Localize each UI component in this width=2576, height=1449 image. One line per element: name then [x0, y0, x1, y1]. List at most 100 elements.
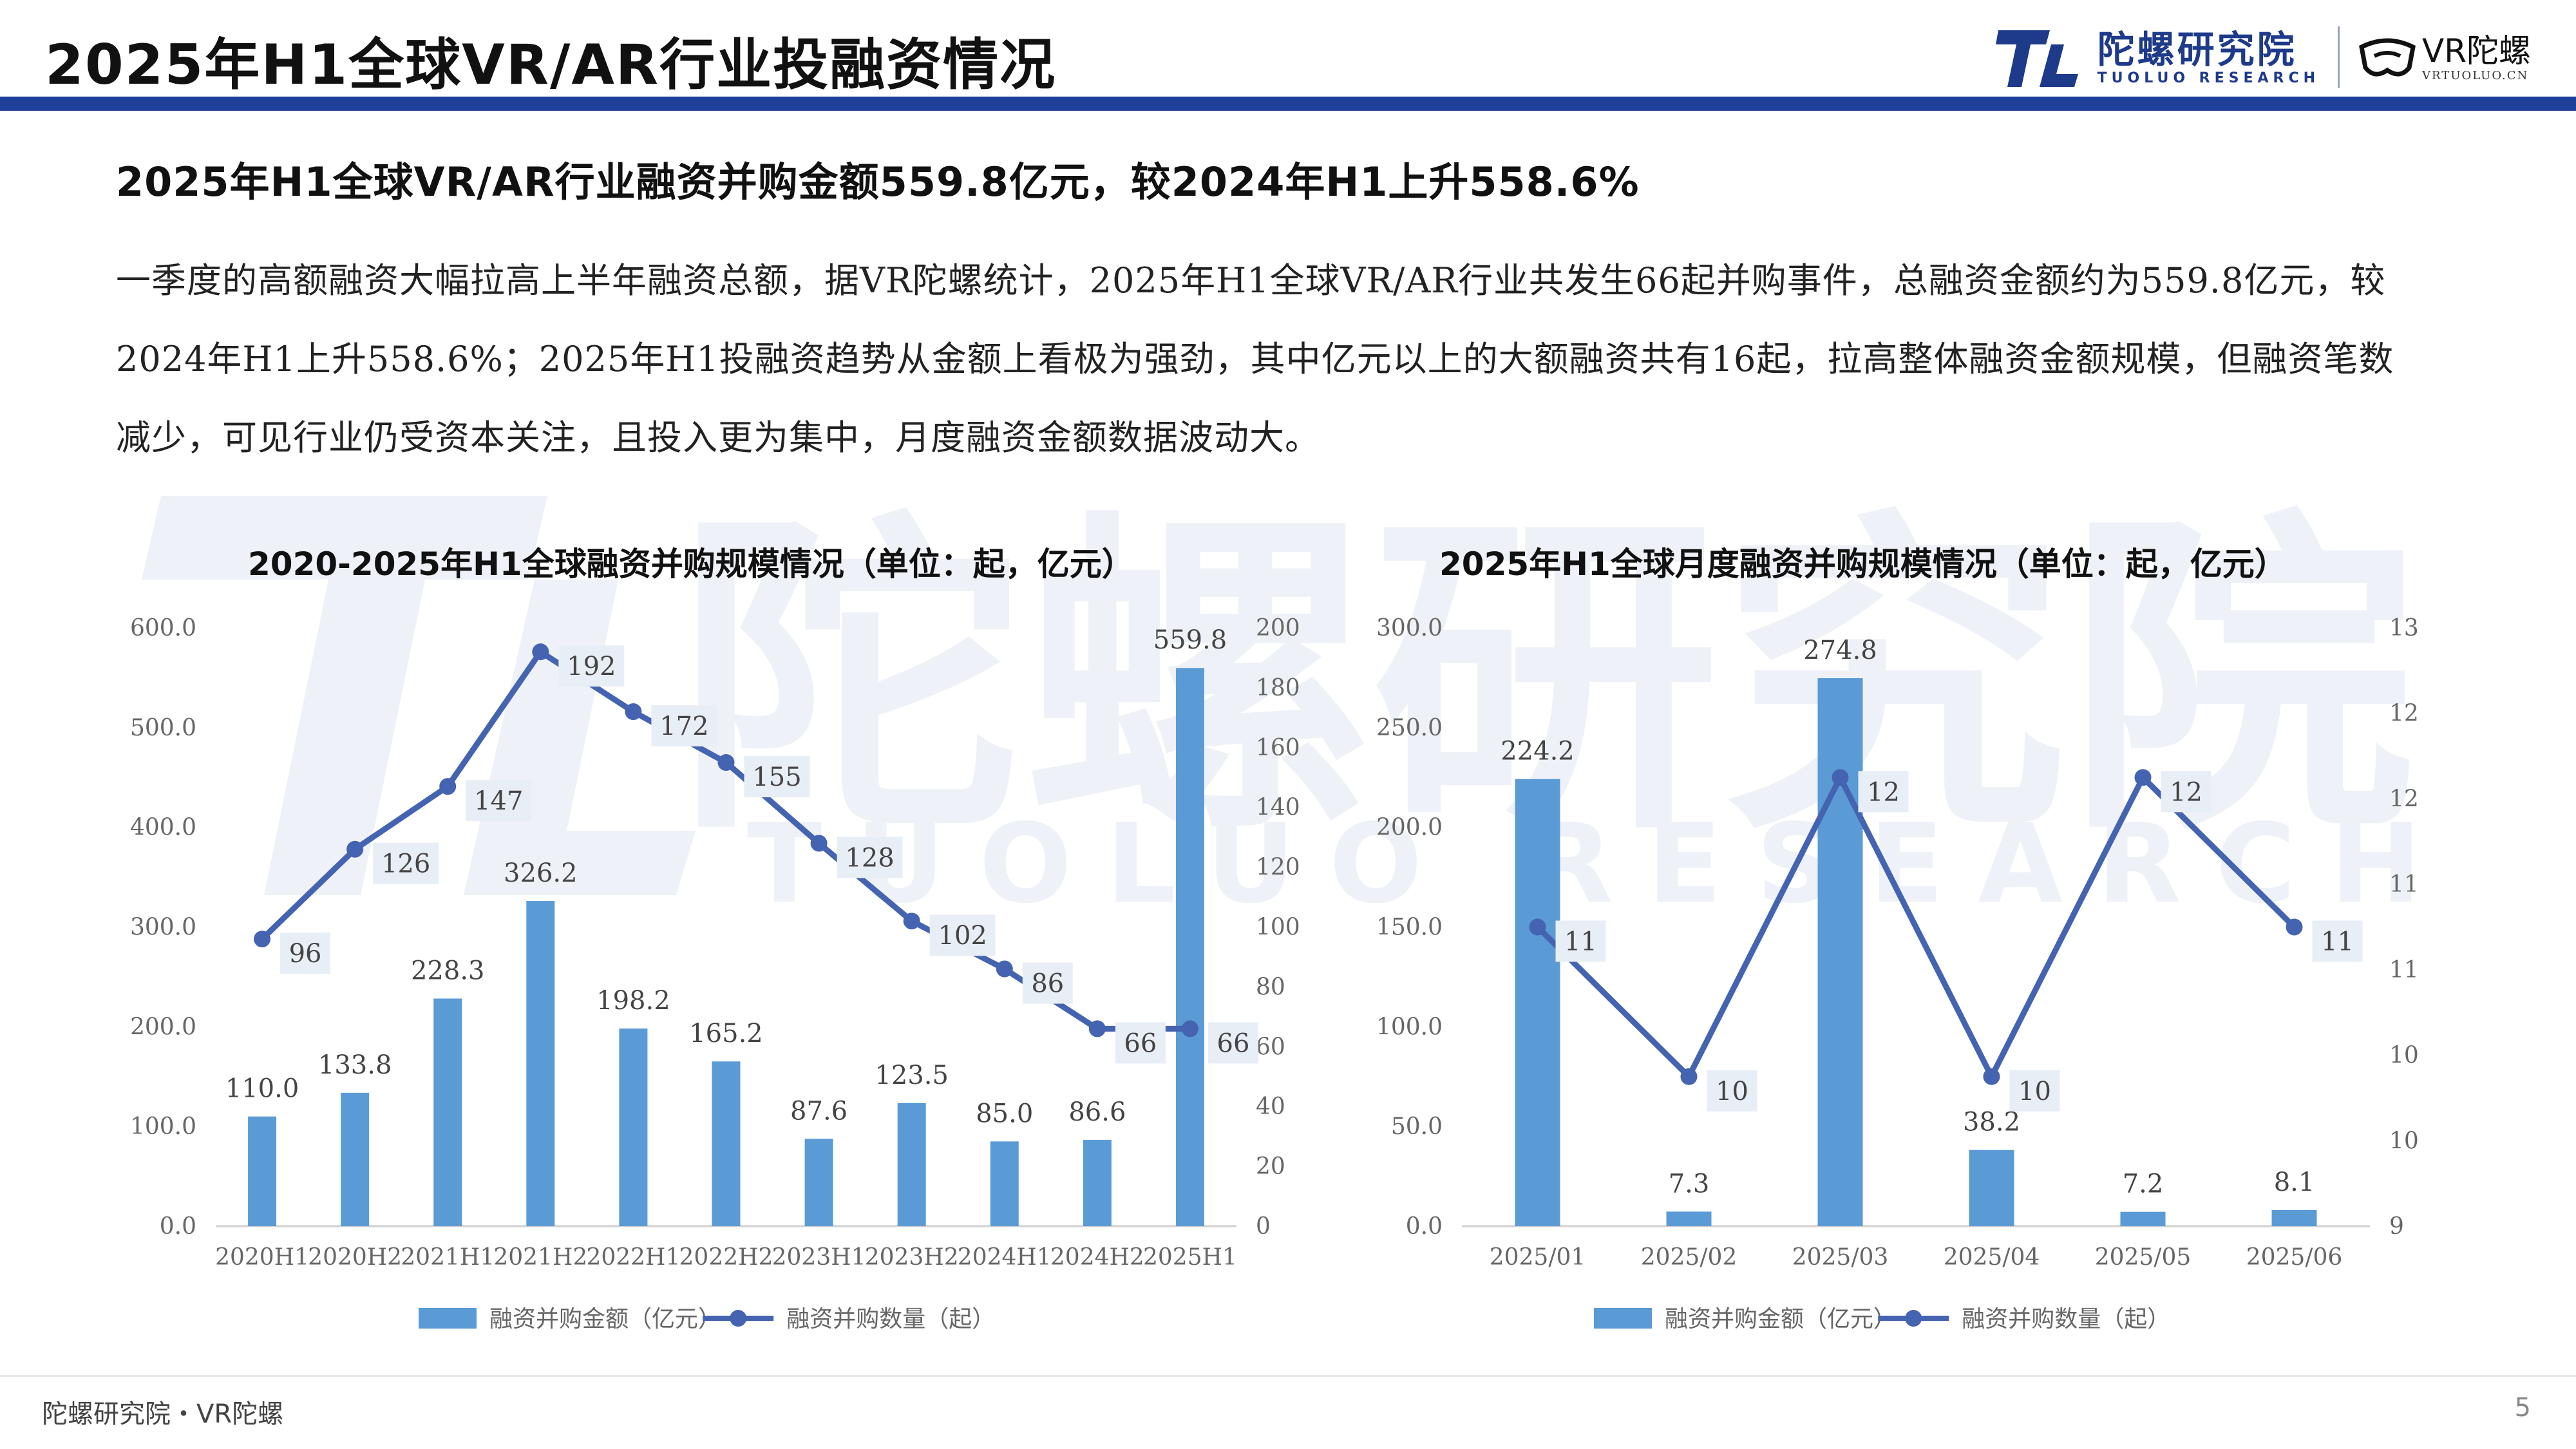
bar-2025/02	[1666, 1211, 1712, 1226]
line-label-box	[837, 837, 903, 878]
line-value-label: 10	[2018, 1077, 2051, 1106]
x-axis-tick-label: 2024H1	[958, 1244, 1052, 1271]
tuoluo-logo-text: 陀螺研究院 TUOLUO RESEARCH	[2098, 29, 2320, 86]
bar-value-label: 87.6	[790, 1096, 848, 1126]
bar-2025/06	[2271, 1209, 2317, 1226]
bar-value-label: 123.5	[875, 1061, 949, 1090]
bar-value-label: 8.1	[2274, 1168, 2315, 1197]
line-label-box	[2009, 1070, 2060, 1112]
line-value-label: 86	[1031, 969, 1064, 999]
line-value-label: 96	[289, 939, 322, 969]
line-label-box	[1555, 920, 1606, 962]
line-point-2021H1	[439, 778, 457, 795]
line-value-label: 192	[567, 652, 616, 681]
left-axis-tick-label: 200.0	[130, 1014, 196, 1040]
line-label-box	[373, 842, 439, 884]
vr-logo: VR陀螺 VRTUOLUO.CN	[2358, 28, 2531, 87]
left-axis-tick-label: 200.0	[1376, 815, 1443, 841]
line-label-box	[1208, 1022, 1258, 1064]
x-axis-tick-label: 2025/03	[1792, 1244, 1889, 1271]
brand-cn: 陀螺研究院	[2097, 27, 2297, 71]
vr-headset-icon	[2359, 38, 2416, 77]
line-value-label: 66	[1217, 1028, 1250, 1058]
bar-2025/04	[1969, 1150, 2014, 1226]
bar-value-label: 86.6	[1068, 1097, 1126, 1127]
line-value-label: 172	[659, 712, 708, 741]
legend-bar-label: 融资并购金额（亿元）	[489, 1306, 721, 1332]
bar-2025H1	[1175, 668, 1204, 1226]
bar-value-label: 228.3	[411, 956, 485, 986]
bar-value-label: 85.0	[976, 1099, 1033, 1128]
vr-url: VRTUOLUO.CN	[2422, 68, 2529, 82]
right-axis-tick-label: 40	[1256, 1094, 1285, 1120]
bar-value-label: 198.2	[596, 986, 670, 1016]
line-value-label: 126	[381, 849, 430, 879]
x-axis-tick-label: 2023H1	[772, 1244, 866, 1271]
bar-2025/03	[1817, 678, 1863, 1226]
bar-2022H2	[712, 1061, 741, 1226]
left-axis-tick-label: 300.0	[1376, 615, 1443, 641]
x-axis-tick-label: 2021H1	[401, 1244, 495, 1271]
line-value-label: 147	[474, 786, 523, 816]
bar-2021H2	[526, 900, 555, 1226]
page-title: 2025年H1全球VR/AR行业投融资情况	[45, 33, 1057, 97]
line-point-2025/05	[2134, 769, 2152, 786]
legend-line-marker	[730, 1310, 747, 1327]
header-divider-bar	[0, 97, 2576, 111]
x-axis-tick-label: 2025H1	[1143, 1244, 1237, 1271]
line-value-label: 11	[2321, 927, 2354, 957]
right-axis-tick-label: 200	[1256, 615, 1300, 641]
chart2-title: 2025年H1全球月度融资并购规模情况（单位：起，亿元）	[1439, 545, 2287, 583]
line-point-2025/06	[2286, 918, 2303, 936]
header-logos: 陀螺研究院 TUOLUO RESEARCH VR陀螺 VRTUOLUO.CN	[1994, 22, 2531, 93]
left-axis-tick-label: 0.0	[1406, 1213, 1443, 1240]
bar-value-label: 38.2	[1963, 1108, 2020, 1137]
line-label-box	[1858, 771, 1909, 813]
line-point-2024H2	[1088, 1020, 1106, 1037]
line-value-label: 10	[1716, 1077, 1748, 1106]
right-axis-tick-label: 10	[2389, 1128, 2419, 1154]
line-value-label: 11	[1564, 927, 1597, 957]
bar-2020H1	[248, 1116, 277, 1226]
legend-line-label: 融资并购数量（起）	[1962, 1306, 2170, 1332]
right-axis-tick-label: 100	[1256, 914, 1300, 941]
footer-source: 陀螺研究院・VR陀螺	[42, 1399, 284, 1429]
right-axis-tick-label: 60	[1256, 1034, 1285, 1060]
legend-line-label: 融资并购数量（起）	[786, 1306, 995, 1332]
left-axis-tick-label: 250.0	[1376, 715, 1443, 741]
line-label-box	[2312, 920, 2363, 962]
right-axis-tick-label: 11	[2389, 871, 2419, 898]
footer-divider	[0, 1375, 2576, 1377]
left-axis-tick-label: 150.0	[1376, 914, 1443, 941]
left-axis-tick-label: 500.0	[130, 715, 196, 741]
line-point-2025/04	[1983, 1068, 2000, 1085]
line-value-label: 102	[938, 921, 987, 951]
line-label-box	[1115, 1022, 1166, 1064]
right-axis-tick-label: 180	[1256, 675, 1300, 701]
right-axis-tick-label: 160	[1256, 735, 1300, 761]
line-point-2020H2	[346, 840, 364, 858]
line-value-label: 66	[1124, 1028, 1157, 1058]
line-point-2020H1	[254, 931, 271, 948]
page-number: 5	[2514, 1393, 2531, 1423]
line-point-2023H2	[903, 913, 920, 930]
bar-value-label: 165.2	[689, 1019, 763, 1048]
series-line	[1535, 774, 2297, 1080]
line-value-label: 155	[752, 762, 801, 792]
bar-value-label: 559.8	[1153, 625, 1227, 655]
chart1-title: 2020-2025年H1全球融资并购规模情况（单位：起，亿元）	[248, 545, 1134, 583]
x-axis-tick-label: 2023H2	[865, 1244, 959, 1271]
x-axis-tick-label: 2020H2	[308, 1244, 402, 1271]
line-point-2024H1	[996, 960, 1013, 978]
bar-value-label: 326.2	[504, 858, 578, 888]
bar-value-label: 133.8	[318, 1050, 392, 1080]
line-point-2021H2	[532, 643, 549, 661]
x-axis-tick-label: 2025/01	[1490, 1244, 1586, 1271]
brand-en: TUOLUO RESEARCH	[2097, 70, 2320, 86]
line-label-box	[1707, 1070, 1757, 1112]
right-axis-tick-label: 140	[1256, 795, 1300, 821]
bar-value-label: 274.8	[1803, 636, 1877, 665]
line-point-2025/01	[1529, 918, 1546, 936]
line-label-box	[466, 780, 532, 822]
legend-bar-swatch	[419, 1308, 477, 1329]
